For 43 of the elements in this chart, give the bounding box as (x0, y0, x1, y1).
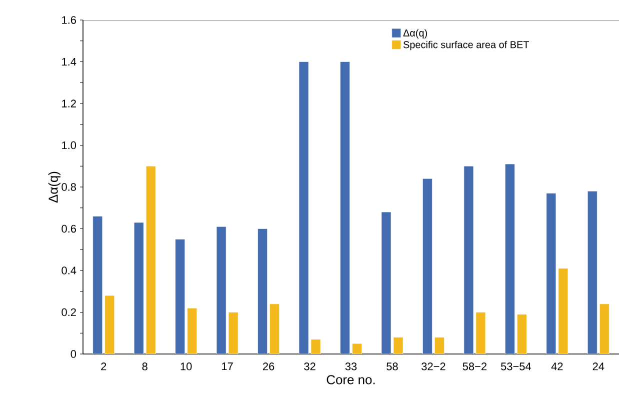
bar (558, 268, 568, 354)
bar (434, 337, 444, 354)
x-tick-label: 10 (180, 362, 192, 370)
x-tick-label: 26 (262, 362, 274, 370)
bar (258, 228, 268, 354)
x-tick-label: 58−2 (462, 362, 486, 370)
x-tick-label: 24 (592, 362, 604, 370)
bar (546, 193, 556, 354)
x-tick-label: 53−54 (500, 362, 531, 370)
bar (146, 166, 156, 354)
bar (517, 314, 527, 354)
bar (175, 239, 185, 354)
x-tick-label: 58 (386, 362, 398, 370)
x-tick-label: 32 (304, 362, 316, 370)
x-tick-label: 2 (101, 362, 106, 370)
bar (422, 178, 432, 354)
bar (587, 191, 598, 354)
y-tick-label: 1.2 (62, 100, 76, 108)
bar (270, 304, 280, 354)
bar (104, 295, 115, 354)
y-tick-label: 0.6 (62, 224, 76, 233)
y-tick-label: 0.8 (62, 183, 76, 191)
legend-label: Δα(q) (403, 29, 427, 38)
legend-label: Specific surface area of BET (403, 40, 530, 50)
y-tick-label: 0 (70, 350, 76, 358)
x-axis-title: Core no. (326, 375, 375, 384)
x-tick-label: 42 (551, 362, 563, 370)
x-tick-label: 8 (142, 362, 148, 370)
y-tick-label: 1.4 (62, 58, 76, 66)
bar (505, 164, 515, 354)
y-tick-label: 1.0 (62, 141, 76, 150)
bar (340, 62, 350, 354)
x-tick-label: 32−2 (422, 362, 446, 370)
bar (92, 216, 103, 354)
x-tick-label: 33 (345, 362, 357, 370)
y-tick-label: 0.2 (62, 308, 76, 316)
bar (134, 222, 144, 354)
bar (187, 308, 197, 354)
y-axis-title: Δα(q) (48, 172, 60, 203)
x-tick-label: 17 (222, 362, 233, 370)
y-tick-label: 1.6 (62, 16, 76, 24)
bar (599, 304, 610, 354)
y-tick-label: 0.4 (62, 266, 76, 274)
